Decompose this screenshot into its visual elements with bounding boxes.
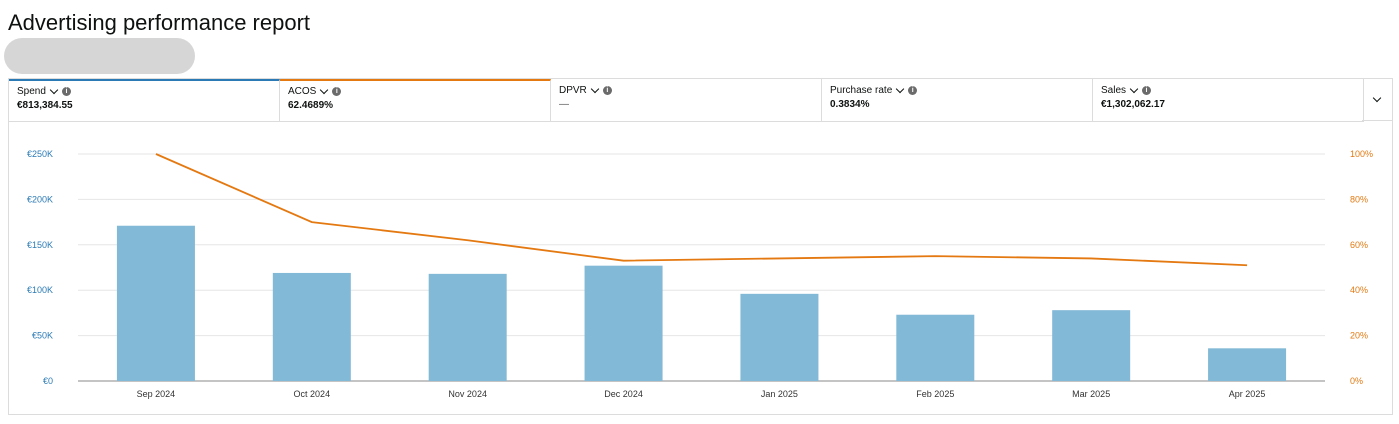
- performance-chart: €0 €50K €100K €150K €200K €250K 0% 20% 40% 60% 80%…: [27, 149, 1373, 399]
- y-left-tick-label: €200K: [27, 194, 53, 204]
- metric-value: —: [559, 99, 569, 110]
- x-tick-label: Feb 2025: [916, 389, 954, 399]
- report-panel: Spend i €813,384.55 ACOS i 62.4689% DPVR…: [8, 78, 1393, 415]
- y-left-tick-label: €50K: [32, 331, 53, 341]
- expand-metrics-button[interactable]: [1362, 79, 1392, 121]
- spend-bar: [1208, 348, 1287, 381]
- y-left-tick-label: €150K: [27, 240, 53, 250]
- metric-tile-sales[interactable]: Sales i €1,302,062.17: [1093, 79, 1364, 121]
- x-tick-label: Nov 2024: [448, 389, 487, 399]
- metric-label: Sales: [1101, 85, 1127, 96]
- y-left-tick-label: €250K: [27, 149, 53, 159]
- x-tick-label: Jan 2025: [761, 389, 798, 399]
- y-right-tick-label: 60%: [1350, 240, 1368, 250]
- info-icon[interactable]: i: [602, 86, 612, 95]
- y-right-tick-label: 100%: [1350, 149, 1373, 159]
- page-title: Advertising performance report: [8, 10, 311, 35]
- x-tick-label: Oct 2024: [294, 389, 331, 399]
- y-right-tick-label: 80%: [1350, 194, 1368, 204]
- spend-bar: [428, 273, 507, 381]
- metric-value: 0.3834%: [830, 99, 870, 110]
- acos-line: [155, 153, 1248, 267]
- spend-bar: [584, 265, 663, 381]
- spend-bar: [896, 314, 975, 381]
- info-icon[interactable]: i: [908, 86, 918, 95]
- metric-label: Spend: [17, 86, 46, 97]
- y-right-tick-label: 20%: [1350, 331, 1368, 341]
- x-tick-label: Sep 2024: [137, 389, 176, 399]
- info-icon[interactable]: i: [1142, 86, 1152, 95]
- x-tick-label: Mar 2025: [1072, 389, 1110, 399]
- y-right-tick-label: 0%: [1350, 376, 1363, 386]
- x-tick-label: Dec 2024: [604, 389, 643, 399]
- redacted-selector: [4, 38, 195, 74]
- spend-bar: [272, 272, 351, 381]
- y-left-tick-label: €100K: [27, 285, 53, 295]
- spend-bar: [740, 293, 819, 381]
- metric-tile-purchase-rate[interactable]: Purchase rate i 0.3834%: [822, 79, 1093, 121]
- spend-bar: [1052, 310, 1131, 381]
- x-tick-label: Apr 2025: [1229, 389, 1266, 399]
- y-right-tick-label: 40%: [1350, 285, 1368, 295]
- info-icon[interactable]: i: [61, 87, 71, 96]
- metric-tile-acos[interactable]: ACOS i 62.4689%: [280, 79, 551, 121]
- metric-label: Purchase rate: [830, 85, 893, 96]
- metric-tile-dpvr[interactable]: DPVR i —: [551, 79, 822, 121]
- metric-value: €813,384.55: [17, 100, 73, 111]
- divider: [9, 121, 1364, 122]
- metric-tiles: Spend i €813,384.55 ACOS i 62.4689% DPVR…: [9, 79, 1364, 121]
- metric-label: DPVR: [559, 85, 587, 96]
- info-icon[interactable]: i: [332, 87, 342, 96]
- metric-value: €1,302,062.17: [1101, 99, 1165, 110]
- metric-label: ACOS: [288, 86, 317, 97]
- spend-bar: [116, 225, 195, 381]
- metric-tile-spend[interactable]: Spend i €813,384.55: [9, 79, 280, 121]
- metric-value: 62.4689%: [288, 100, 334, 111]
- y-left-tick-label: €0: [43, 376, 53, 386]
